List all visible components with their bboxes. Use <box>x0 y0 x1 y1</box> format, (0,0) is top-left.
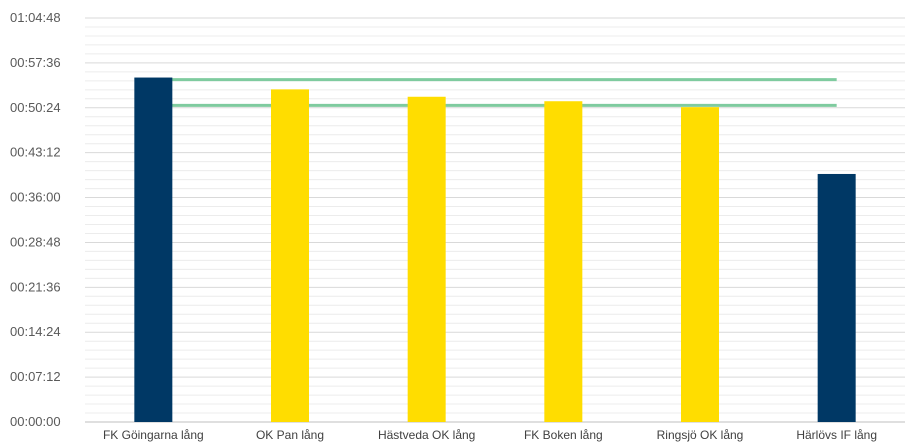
x-tick-label: Ringsjö OK lång <box>657 428 744 442</box>
y-tick-label: 00:28:48 <box>10 234 61 249</box>
y-tick-label: 00:14:24 <box>10 324 61 339</box>
bar <box>134 77 173 422</box>
y-axis-ticks: 00:00:00 00:07:12 00:14:24 00:21:36 00:28:48… <box>10 10 61 429</box>
x-tick-label: OK Pan lång <box>256 428 324 442</box>
x-tick-label: Hästveda OK lång <box>378 428 475 442</box>
bar <box>271 89 309 422</box>
y-tick-label: 00:43:12 <box>10 145 61 160</box>
gridlines <box>85 17 905 423</box>
y-tick-label: 00:00:00 <box>10 414 61 429</box>
y-tick-label: 00:07:12 <box>10 369 61 384</box>
y-tick-label: 01:04:48 <box>10 10 61 25</box>
x-tick-label: FK Boken lång <box>524 428 603 442</box>
y-tick-label: 00:36:00 <box>10 190 61 205</box>
x-tick-label: FK Göingarna lång <box>103 428 204 442</box>
bars <box>134 77 856 423</box>
y-tick-label: 00:21:36 <box>10 279 61 294</box>
y-tick-label: 00:50:24 <box>10 100 61 115</box>
x-tick-label: Härlövs IF lång <box>796 428 877 442</box>
bar <box>817 173 856 422</box>
y-tick-label: 00:57:36 <box>10 55 61 70</box>
bar <box>407 96 446 423</box>
reference-lines <box>153 78 837 107</box>
x-axis-ticks: FK Göingarna lång OK Pan lång Hästveda OK … <box>103 428 877 442</box>
bar <box>681 107 719 422</box>
bar <box>544 101 583 423</box>
